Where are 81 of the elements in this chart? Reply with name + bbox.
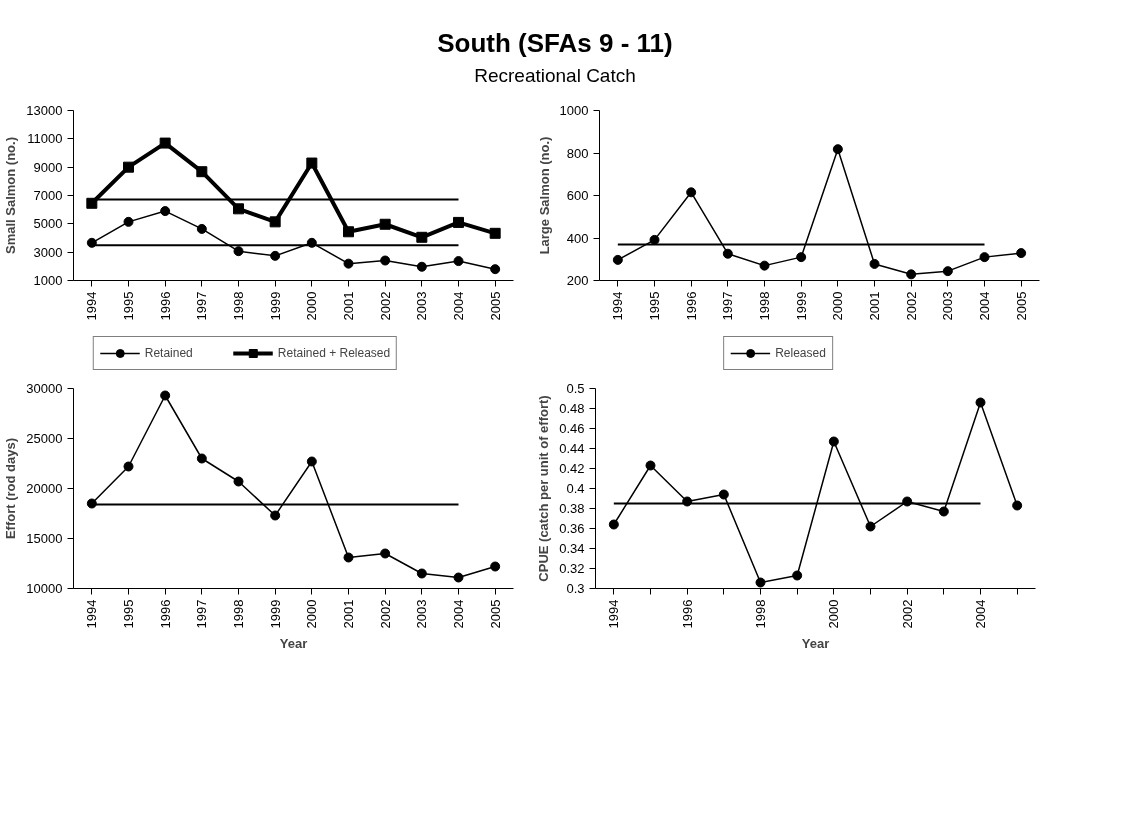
legend-label: Released — [775, 346, 826, 360]
y-tick-label: 0.32 — [559, 561, 585, 576]
legend-label: Retained + Released — [277, 346, 391, 360]
x-tick-label: 2005 — [487, 291, 503, 321]
y-tick-label: 0.3 — [566, 581, 585, 596]
x-axis-title: Year — [801, 636, 830, 652]
x-tick-label: 2004 — [451, 599, 466, 629]
y-tick-label: 0.46 — [559, 421, 585, 436]
x-tick-label: 1996 — [157, 599, 173, 629]
y-tick-label: 600 — [566, 188, 589, 203]
x-tick-label: 2001 — [867, 291, 882, 321]
y-axis-title: Large Salmon (no.) — [536, 136, 552, 255]
x-tick-label: 2001 — [341, 599, 356, 629]
y-tick-label: 800 — [566, 145, 589, 161]
x-tick-label: 2002 — [377, 291, 393, 321]
x-tick-label: 1997 — [194, 291, 210, 321]
x-tick-label: 2000 — [304, 599, 320, 629]
x-tick-label: 2004 — [451, 291, 466, 321]
x-tick-label: 2000 — [304, 291, 320, 321]
x-tick-label: 1998 — [231, 599, 246, 629]
y-tick-label: 0.5 — [566, 381, 585, 396]
y-tick-label: 9000 — [33, 159, 63, 175]
x-tick-label: 1999 — [267, 599, 283, 629]
y-tick-label: 3000 — [33, 244, 63, 260]
legend-label: Retained — [144, 346, 193, 360]
y-tick-label: 30000 — [26, 381, 63, 396]
x-tick-label: 1995 — [121, 599, 136, 629]
y-tick-label: 10000 — [26, 581, 63, 596]
x-tick-label: 2002 — [903, 291, 919, 321]
y-axis-title: Effort (rod days) — [3, 437, 19, 540]
text: Recreational Catch — [473, 64, 637, 89]
x-tick-label: 2003 — [940, 291, 956, 321]
y-tick-label: 13000 — [26, 103, 63, 118]
x-tick-label: 2001 — [341, 291, 356, 321]
y-tick-label: 0.34 — [559, 541, 585, 556]
y-tick-label: 0.36 — [559, 521, 585, 536]
x-tick-label: 1994 — [610, 291, 626, 321]
y-tick-label: 25000 — [26, 431, 63, 446]
x-tick-label: 1994 — [606, 599, 622, 629]
x-tick-label: 1998 — [231, 291, 246, 321]
y-tick-label: 0.4 — [566, 481, 585, 496]
x-axis-title: Year — [279, 636, 308, 652]
y-tick-label: 1000 — [559, 103, 589, 118]
x-tick-label: 1999 — [267, 291, 283, 321]
x-tick-label: 1994 — [84, 291, 100, 321]
x-tick-label: 1995 — [647, 291, 662, 321]
x-tick-label: 1998 — [757, 291, 772, 321]
x-tick-label: 2005 — [1013, 291, 1029, 321]
y-tick-label: 200 — [566, 273, 589, 288]
x-tick-label: 2005 — [487, 599, 503, 629]
x-tick-label: 2004 — [977, 291, 992, 321]
x-tick-label: 1996 — [679, 599, 695, 629]
y-tick-label: 0.44 — [559, 441, 585, 456]
y-axis-title: CPUE (catch per unit of effort) — [536, 395, 552, 582]
x-tick-label: 2003 — [414, 599, 430, 629]
y-tick-label: 400 — [566, 230, 589, 246]
x-tick-label: 2000 — [826, 599, 842, 629]
x-tick-label: 1997 — [194, 599, 210, 629]
y-tick-label: 0.48 — [559, 401, 585, 416]
y-tick-label: 1000 — [33, 273, 63, 288]
chart-title: South (SFAs 9 - 11) — [436, 27, 674, 60]
x-tick-label: 2002 — [899, 599, 915, 629]
y-tick-label: 0.42 — [559, 461, 585, 476]
x-tick-label: 1999 — [793, 291, 809, 321]
x-tick-label: 1994 — [84, 599, 100, 629]
x-tick-label: 2004 — [973, 599, 988, 629]
x-tick-label: 2003 — [414, 291, 430, 321]
y-tick-label: 7000 — [33, 188, 63, 203]
y-tick-label: 20000 — [26, 481, 63, 496]
y-tick-label: 11000 — [27, 131, 63, 147]
x-tick-label: 2002 — [377, 599, 393, 629]
y-tick-label: 0.38 — [559, 501, 585, 516]
y-tick-label: 15000 — [26, 531, 63, 546]
x-tick-label: 2000 — [830, 291, 846, 321]
x-tick-label: 1995 — [121, 291, 136, 321]
y-axis-title: Small Salmon (no.) — [3, 136, 19, 255]
x-tick-label: 1996 — [683, 291, 699, 321]
x-tick-label: 1996 — [157, 291, 173, 321]
x-tick-label: 1998 — [753, 599, 768, 629]
y-tick-label: 5000 — [33, 216, 63, 232]
x-tick-label: 1997 — [720, 291, 736, 321]
